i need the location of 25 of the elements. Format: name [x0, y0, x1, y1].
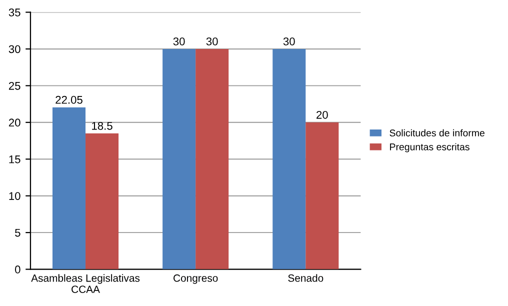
y-tick-label: 20 — [8, 118, 20, 127]
data-label: 30 — [206, 38, 218, 46]
y-tick-label: 5 — [15, 228, 20, 237]
data-label: 30 — [173, 38, 185, 46]
bar — [272, 48, 306, 270]
data-label: 18.5 — [92, 122, 112, 130]
legend-label: Solicitudes de informe — [390, 129, 484, 136]
y-tick-label: 35 — [8, 8, 20, 16]
bar — [86, 133, 119, 270]
data-label: 30 — [283, 38, 295, 46]
y-tick-label: 10 — [9, 192, 20, 200]
bar — [162, 48, 196, 270]
data-label: 22.05 — [56, 96, 82, 104]
x-tick-label: Congreso — [174, 274, 218, 284]
y-tick-label: 15 — [9, 156, 20, 164]
bar — [196, 48, 229, 270]
data-label: 20 — [316, 110, 328, 119]
legend-label: Preguntas escritas — [390, 143, 470, 152]
bar — [306, 122, 339, 270]
x-tick-label: Asambleas Legislativas CCAA — [31, 274, 140, 294]
x-tick-label: Senado — [288, 274, 324, 282]
y-tick-label: 30 — [8, 45, 20, 54]
bar — [52, 107, 86, 270]
y-tick-label: 25 — [8, 82, 20, 90]
y-tick-label: 0 — [15, 266, 20, 274]
